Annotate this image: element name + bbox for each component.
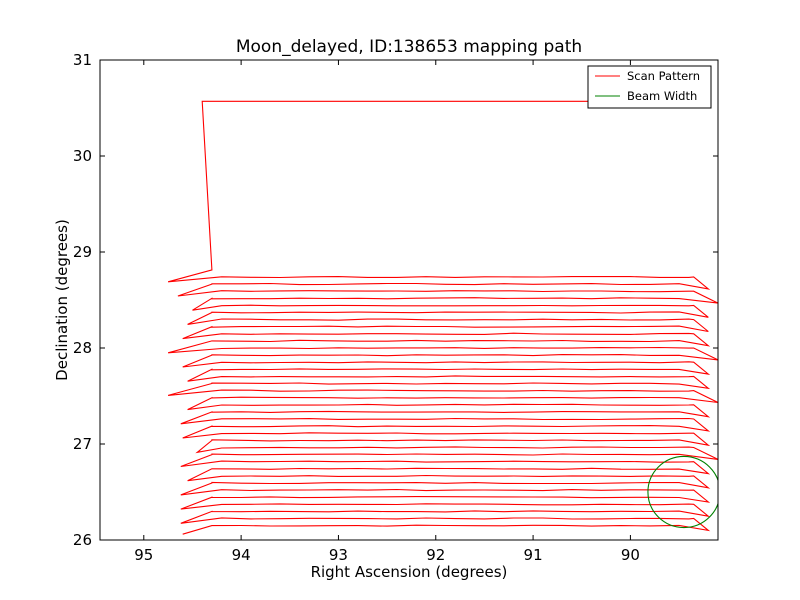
- x-tick-label: 90: [621, 546, 640, 564]
- y-tick-label: 31: [73, 51, 92, 69]
- y-tick-label: 26: [73, 531, 92, 549]
- x-tick-label: 95: [134, 546, 153, 564]
- x-tick-label: 94: [232, 546, 251, 564]
- plot-series-group: [167, 100, 718, 535]
- y-tick-label: 27: [73, 435, 92, 453]
- axis-ticks: 95 94 93 92 91 90 26 27 28 29 30 31: [73, 51, 718, 564]
- x-axis-label: Right Ascension (degrees): [311, 563, 508, 581]
- legend-box: [587, 65, 712, 109]
- scan-pattern-line: [167, 100, 718, 535]
- y-tick-label: 28: [73, 339, 92, 357]
- beam-width-circle: [647, 455, 718, 529]
- x-tick-label: 91: [524, 546, 543, 564]
- y-axis-label: Declination (degrees): [53, 219, 71, 381]
- chart-title: Moon_delayed, ID:138653 mapping path: [236, 37, 582, 57]
- y-tick-label: 30: [73, 147, 92, 165]
- legend: Scan Pattern Beam Width: [587, 65, 712, 109]
- legend-label-beam: Beam Width: [627, 89, 697, 103]
- x-tick-label: 93: [329, 546, 348, 564]
- x-tick-label: 92: [426, 546, 445, 564]
- y-tick-label: 29: [73, 243, 92, 261]
- legend-label-scan: Scan Pattern: [627, 69, 700, 83]
- plot-frame: [99, 59, 719, 541]
